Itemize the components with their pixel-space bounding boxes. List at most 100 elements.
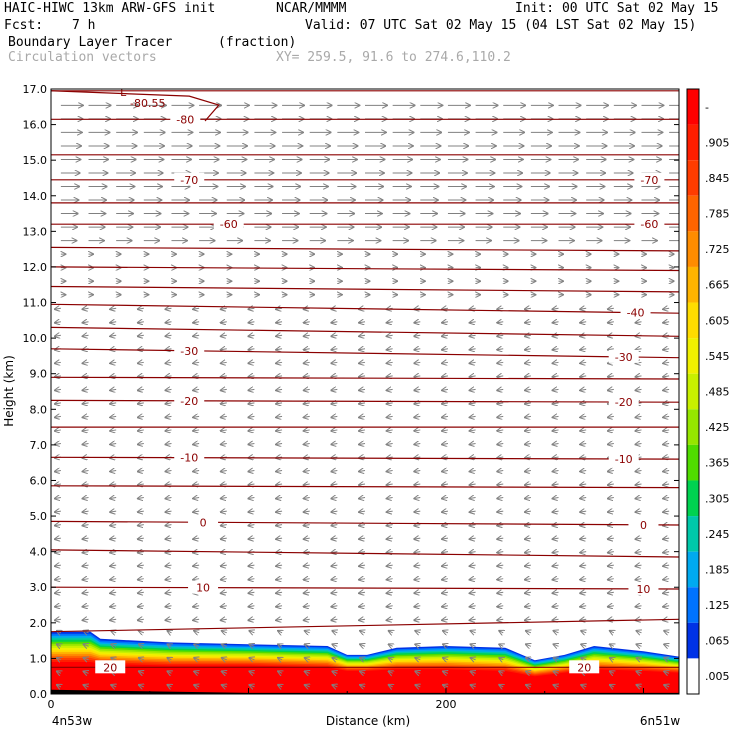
wind-vector [471, 631, 476, 633]
wind-vector [331, 525, 338, 526]
wind-vector [443, 671, 448, 673]
wind-vector [222, 671, 227, 673]
wind-vector [84, 685, 89, 687]
wind-vector [331, 443, 338, 444]
wind-vector [359, 376, 366, 377]
wind-vector [635, 552, 642, 553]
wind-vector [636, 644, 641, 646]
wind-vector [525, 525, 531, 526]
wind-vector [359, 349, 366, 350]
wind-vector [359, 416, 366, 417]
wind-vector [525, 579, 531, 580]
wind-vector [359, 511, 366, 512]
wind-vector [138, 389, 144, 390]
wind-vector [497, 552, 504, 553]
contour-label-bg [608, 349, 639, 363]
wind-vector [470, 565, 476, 566]
wind-vector [635, 416, 642, 417]
wind-vector [331, 335, 338, 336]
colorbar-label: .665 [705, 279, 730, 292]
temperature-contour [51, 246, 679, 252]
wind-vector [497, 362, 504, 363]
wind-vector [167, 644, 171, 646]
field-units: (fraction) [218, 35, 297, 50]
wind-vector [414, 403, 421, 404]
wind-vector [248, 525, 255, 526]
wind-vector [248, 362, 255, 363]
wind-vector [663, 376, 670, 377]
wind-vector [387, 565, 393, 566]
wind-vector [387, 538, 393, 539]
wind-vector [470, 552, 476, 553]
wind-vector [278, 631, 282, 633]
wind-vector [110, 565, 117, 566]
wind-vector [276, 619, 283, 620]
wind-vector [360, 631, 365, 633]
wind-vector [499, 644, 503, 646]
temperature-contour [51, 376, 679, 380]
wind-vector [165, 606, 172, 607]
wind-vector [193, 606, 200, 607]
wind-vector [305, 685, 310, 687]
wind-vector [138, 308, 144, 309]
wind-vector [442, 619, 449, 620]
wind-vector [635, 349, 642, 350]
wind-vector [276, 349, 283, 350]
wind-vector [331, 565, 338, 566]
wind-vector [221, 443, 227, 444]
wind-vector [525, 389, 531, 390]
wind-vector [554, 631, 559, 633]
colorbar-label: .785 [705, 208, 730, 221]
temperature-contour [51, 549, 679, 558]
wind-vector [663, 606, 670, 607]
wind-vector [331, 511, 338, 512]
wind-vector [194, 631, 199, 633]
wind-vector [304, 606, 310, 607]
wind-vector [414, 498, 421, 499]
wind-vector [83, 471, 89, 472]
wind-vector [110, 511, 117, 512]
wind-vector [83, 565, 89, 566]
wind-vector [359, 322, 366, 323]
contour-label-bg [628, 517, 659, 531]
wind-vector [442, 552, 449, 553]
wind-vector [276, 403, 283, 404]
contour-label-bg [620, 305, 651, 319]
colorbar: - .905 .845 .785 .725 .665 .605 .545 .485 .425 .36… [686, 88, 730, 695]
wind-vector [554, 671, 559, 673]
wind-vector [55, 511, 61, 512]
wind-vector [580, 484, 587, 485]
wind-vector [497, 389, 504, 390]
wind-vector [276, 308, 283, 309]
wind-vector [138, 362, 144, 363]
y-tick-label: 15.0 [23, 154, 48, 167]
wind-vector [608, 552, 614, 553]
wind-vector [389, 631, 393, 633]
wind-vector [526, 631, 531, 633]
wind-vector [553, 416, 559, 417]
wind-vector [553, 443, 559, 444]
wind-vector [110, 484, 117, 485]
wind-vector [221, 362, 227, 363]
colorbar-label: .125 [705, 599, 730, 612]
wind-vector [360, 658, 365, 660]
wind-vector [138, 579, 144, 580]
wind-vector [221, 335, 227, 336]
wind-vector [165, 538, 172, 539]
wind-vector [304, 619, 310, 620]
wind-vector [276, 565, 283, 566]
y-tick-label: 2.0 [30, 617, 48, 630]
wind-vector [442, 416, 449, 417]
wind-vector [470, 471, 476, 472]
wind-vector [580, 308, 587, 309]
wind-vector [248, 322, 255, 323]
wind-vector [525, 552, 531, 553]
wind-vector [389, 685, 393, 687]
wind-vector [580, 565, 587, 566]
wind-vector [332, 658, 337, 660]
wind-vector [471, 644, 476, 646]
wind-vector [55, 552, 61, 553]
wind-vector [278, 658, 282, 660]
wind-vector [248, 430, 255, 431]
